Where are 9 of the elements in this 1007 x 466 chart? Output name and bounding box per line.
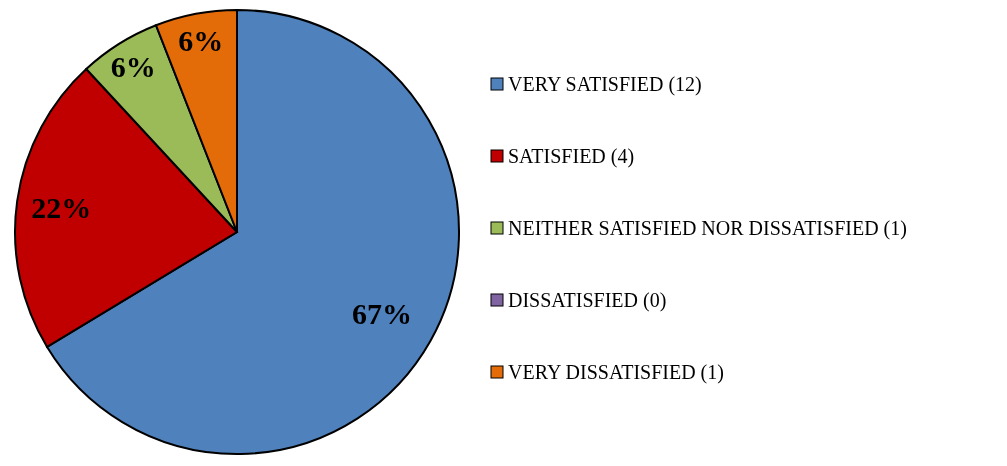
- legend-label: DISSATISFIED (0): [508, 288, 667, 312]
- data-label: 67%: [352, 297, 413, 331]
- legend-label: VERY DISSATISFIED (1): [508, 360, 724, 384]
- data-label: 6%: [110, 49, 156, 83]
- data-label: 22%: [31, 190, 92, 224]
- legend-label: NEITHER SATISFIED NOR DISSATISFIED (1): [508, 216, 907, 240]
- legend-label: VERY SATISFIED (12): [508, 72, 702, 96]
- data-label: 6%: [178, 23, 224, 57]
- legend-label: SATISFIED (4): [508, 144, 635, 168]
